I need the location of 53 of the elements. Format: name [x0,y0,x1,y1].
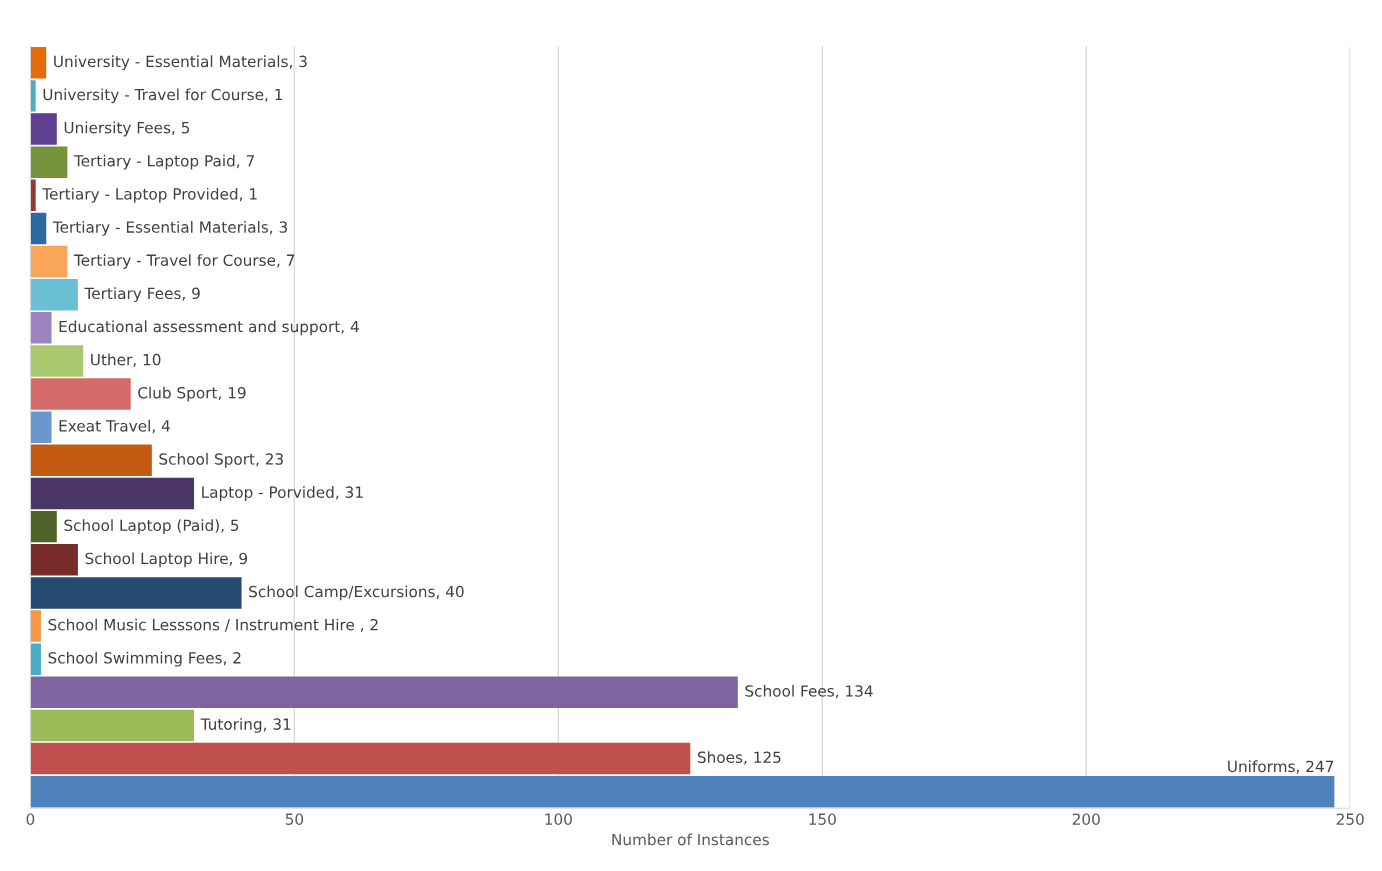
data-label: School Swimming Fees, 2 [48,651,241,667]
bar [30,113,57,145]
data-label: School Laptop Hire, 9 [85,552,247,568]
bar [30,643,41,675]
x-tick-label: 200 [1072,813,1100,825]
bar [30,544,78,576]
bar [30,610,41,642]
data-label: Tutoring, 31 [200,718,291,733]
bar [30,444,152,477]
x-tick-label: 0 [26,813,35,825]
bar [30,278,78,311]
data-label: Shoes, 125 [697,751,781,765]
x-tick-label: 250 [1336,813,1364,825]
data-label: School Sport, 23 [159,452,283,468]
x-axis-title: Number of Instances [612,833,769,846]
bar [30,212,47,245]
bar [30,742,691,775]
data-label: Tertiary - Essential Materials, 3 [52,221,287,236]
data-label: Uniersity Fees, 5 [64,121,190,137]
data-label: Uther, 10 [91,353,161,367]
data-label: Uniforms, 247 [1228,760,1334,774]
bar [30,510,57,543]
data-label: Exeat Travel, 4 [59,419,170,434]
data-label: Club Sport, 19 [138,386,246,402]
data-label: School Camp/Excursions, 40 [249,585,464,601]
data-label: Tertiary - Laptop Provided, 1 [42,187,257,203]
x-tick-label: 100 [545,813,572,825]
bar [30,709,195,742]
x-tick-label: 50 [285,813,304,825]
data-label: University - Essential Materials, 3 [54,55,307,71]
bar [30,80,36,112]
data-label: Educational assessment and support, 4 [59,320,359,336]
bar [30,775,1335,808]
bar [30,146,68,178]
bar [30,378,131,410]
data-label: Tertiary - Travel for Course, 7 [73,254,295,269]
bar [30,312,52,344]
data-label: Tertiary Fees, 9 [84,287,200,303]
bar [30,411,52,443]
bar [30,245,68,278]
data-label: School Music Lesssons / Instrument Hire , 2 [48,618,378,633]
bar [30,179,36,212]
bar [30,477,195,510]
bar [30,676,738,709]
bar [30,577,242,609]
bar [30,46,47,79]
data-label: School Laptop (Paid), 5 [64,519,239,535]
data-label: School Fees, 134 [745,684,873,699]
bar [30,345,84,377]
data-label: University - Travel for Course, 1 [43,88,283,104]
data-label: Laptop - Porvided, 31 [202,486,363,501]
data-label: Tertiary - Laptop Paid, 7 [73,154,254,170]
x-tick-label: 150 [809,813,836,825]
